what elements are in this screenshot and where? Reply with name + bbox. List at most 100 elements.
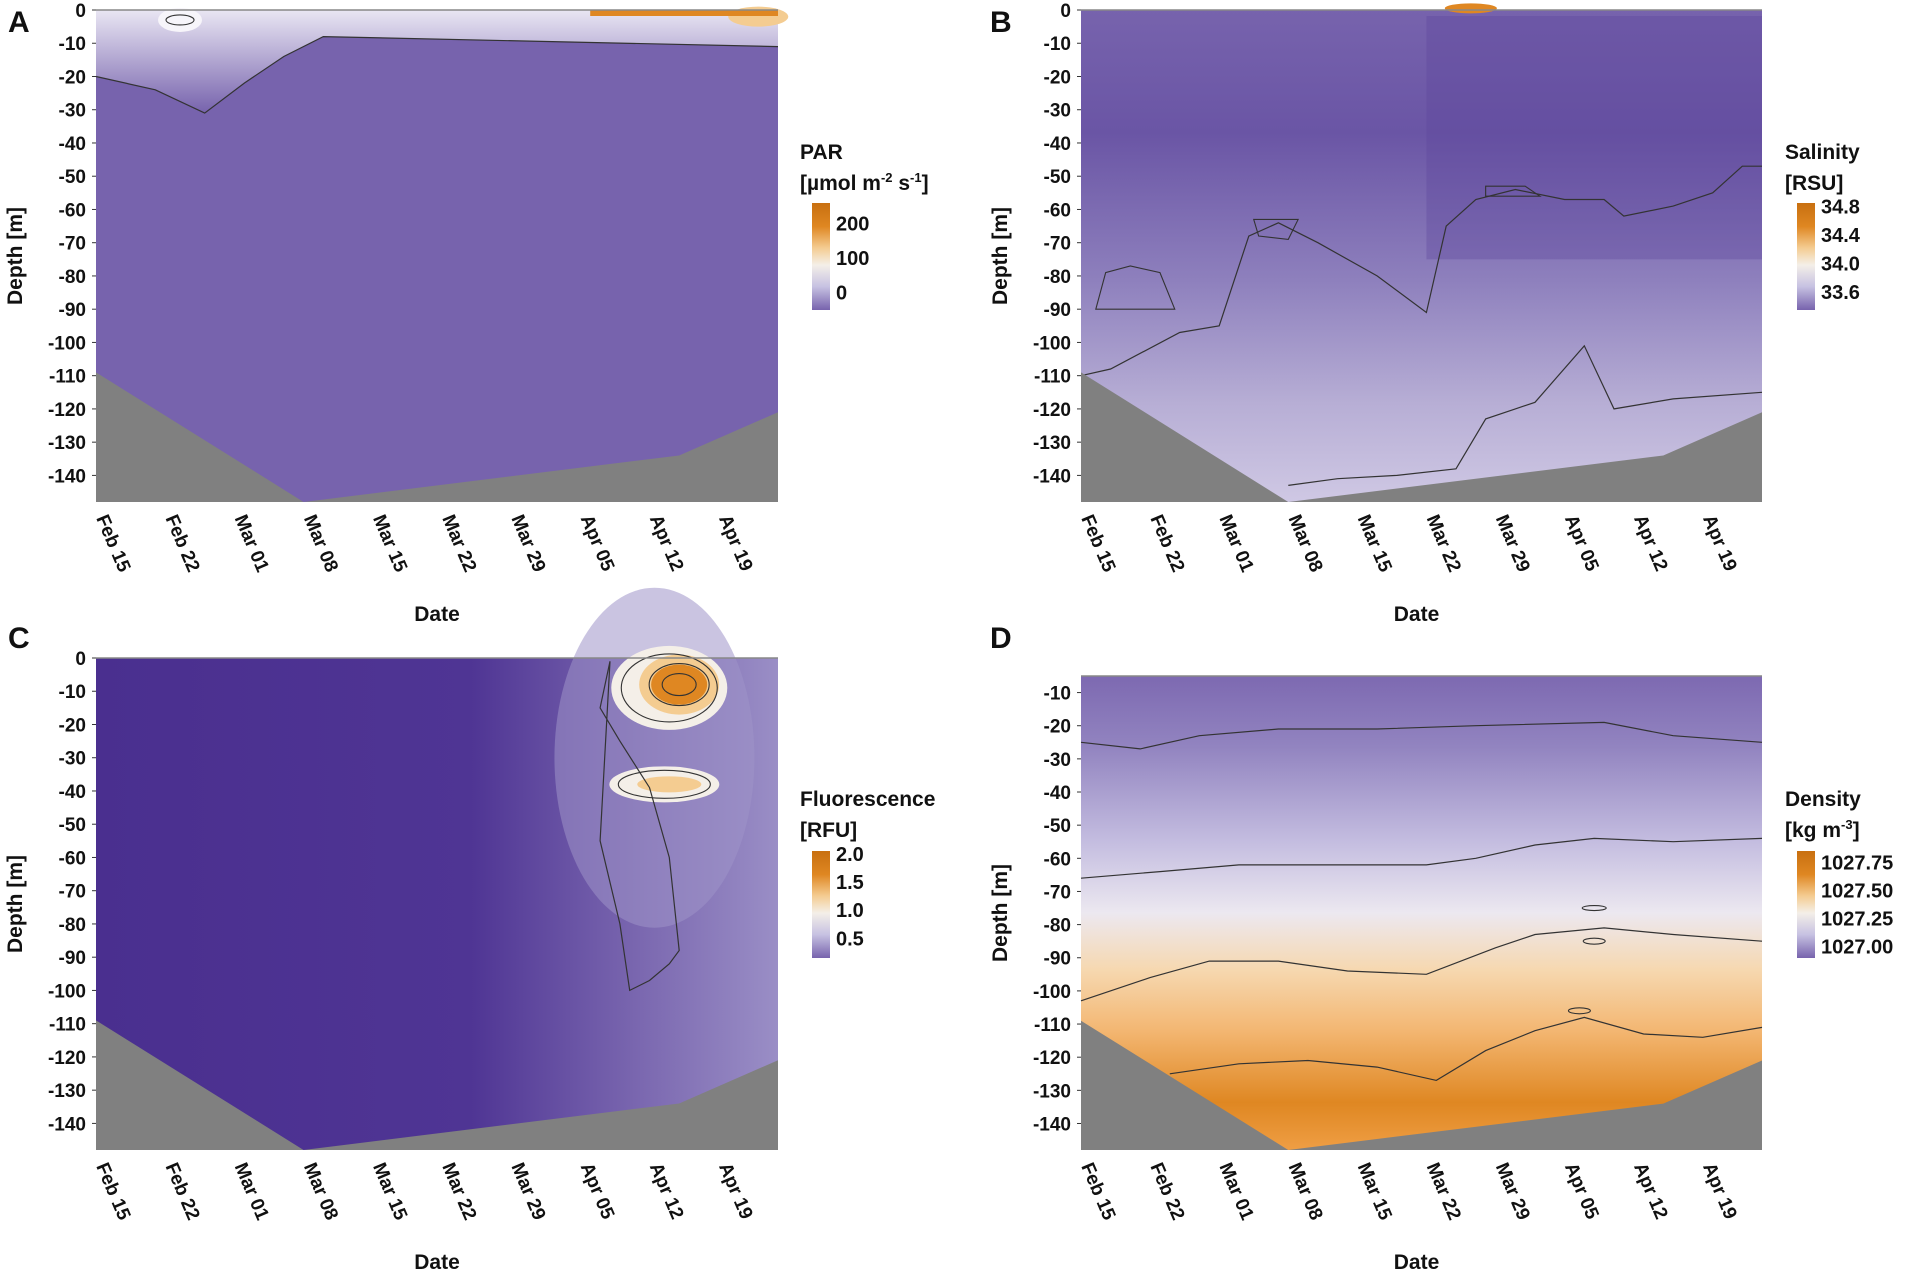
salinity-x-axis-label: Date bbox=[1394, 603, 1440, 626]
y-tick-label: -10 bbox=[59, 682, 86, 703]
x-tick-label: Mar 15 bbox=[1353, 512, 1396, 576]
par-y-axis-label: Depth [m] bbox=[4, 207, 27, 305]
par-colorbar-unit: [µmol m-2 s-1] bbox=[800, 170, 929, 195]
y-tick-label: -50 bbox=[1044, 816, 1071, 837]
y-tick-label: -130 bbox=[48, 1081, 86, 1102]
colorbar-tick-label: 1027.50 bbox=[1821, 880, 1893, 902]
y-tick-label: -60 bbox=[59, 200, 86, 221]
panel-label-a: A bbox=[8, 6, 30, 39]
fluorescence-colorbar-title: Fluorescence bbox=[800, 788, 935, 811]
colorbar-tick-label: 1027.75 bbox=[1821, 852, 1893, 874]
y-tick-label: -100 bbox=[48, 333, 86, 354]
seafloor bbox=[96, 1020, 778, 1150]
y-tick-label: -20 bbox=[1044, 67, 1071, 88]
contour-line-1 bbox=[95, 35, 779, 114]
y-tick-label: -60 bbox=[59, 848, 86, 869]
colorbar-tick-label: 34.0 bbox=[1821, 254, 1860, 276]
density-heatmap bbox=[1080, 675, 1763, 1150]
y-tick-label: -30 bbox=[59, 101, 86, 122]
x-tick-label: Mar 22 bbox=[1422, 512, 1465, 576]
density-colorbar-title: Density bbox=[1785, 788, 1861, 811]
y-tick-label: -110 bbox=[49, 367, 86, 388]
par-x-axis-label: Date bbox=[414, 603, 460, 626]
y-tick-label: 0 bbox=[1060, 1, 1071, 22]
salinity-surface-peak bbox=[1444, 3, 1497, 14]
fluorescence-heatmap bbox=[96, 587, 778, 1150]
y-tick-label: -10 bbox=[59, 34, 86, 55]
colorbar-gradient bbox=[812, 851, 830, 958]
par-surface-light-zone bbox=[96, 10, 778, 114]
x-tick-label: Mar 22 bbox=[437, 1160, 480, 1224]
contour-closed-d2 bbox=[1581, 904, 1607, 912]
x-tick-label: Feb 22 bbox=[161, 512, 204, 576]
panel-a-par: A 0 -10 -20 -30 -40 -50 -60 -70 -80 -90 -100 -110 -1… bbox=[4, 1, 929, 626]
x-tick-label: Mar 15 bbox=[368, 1160, 411, 1224]
density-x-axis-label: Date bbox=[1394, 1251, 1440, 1273]
x-tick-label: Mar 08 bbox=[1284, 1160, 1327, 1224]
y-tick-label: -120 bbox=[1033, 400, 1071, 421]
y-tick-label: -110 bbox=[1034, 367, 1071, 388]
colorbar-tick-label: 33.6 bbox=[1821, 282, 1860, 304]
y-tick-label: -70 bbox=[59, 234, 86, 255]
density-colorbar: Density [kg m-3] 1027.75 1027.50 1027.25 10… bbox=[1785, 788, 1893, 959]
colorbar-tick-label: 34.4 bbox=[1821, 225, 1861, 247]
y-tick-label: -90 bbox=[59, 948, 86, 969]
colorbar-tick-label: 1.0 bbox=[836, 900, 864, 922]
x-tick-label: Feb 22 bbox=[161, 1160, 204, 1224]
x-tick-label: Mar 08 bbox=[1284, 512, 1327, 576]
colorbar-tick-label: 1.5 bbox=[836, 872, 864, 894]
y-tick-label: -80 bbox=[59, 915, 86, 936]
salinity-fresh-layer bbox=[1426, 16, 1762, 260]
colorbar-tick-label: 100 bbox=[836, 248, 869, 270]
fluorescence-colorbar: Fluorescence [RFU] 2.0 1.5 1.0 0.5 bbox=[800, 788, 935, 958]
y-tick-label: -70 bbox=[1044, 882, 1071, 903]
contour-line-1 bbox=[1080, 165, 1762, 377]
contour-line-2 bbox=[1080, 837, 1763, 879]
contour-closed-b2 bbox=[1485, 185, 1542, 197]
x-tick-label: Apr 05 bbox=[1560, 512, 1603, 575]
salinity-y-axis-label: Depth [m] bbox=[989, 207, 1012, 305]
colorbar-tick-label: 34.8 bbox=[1821, 197, 1860, 219]
density-colorbar-unit: [kg m-3] bbox=[1785, 817, 1860, 842]
y-tick-label: -60 bbox=[1044, 200, 1071, 221]
contour-closed-d1 bbox=[1582, 937, 1606, 945]
y-tick-label: -130 bbox=[1033, 433, 1071, 454]
y-tick-label: -30 bbox=[1044, 101, 1071, 122]
x-tick-label: Mar 01 bbox=[230, 1160, 273, 1224]
x-tick-label: Feb 15 bbox=[1076, 1160, 1119, 1224]
y-tick-label: 0 bbox=[75, 649, 86, 670]
contour-subsurface bbox=[617, 769, 711, 799]
y-tick-label: -40 bbox=[59, 134, 86, 155]
contour-line-4 bbox=[1169, 1016, 1763, 1082]
x-tick-label: Mar 29 bbox=[507, 1160, 550, 1224]
x-tick-label: Mar 01 bbox=[1215, 512, 1258, 576]
x-tick-label: Feb 15 bbox=[1076, 512, 1119, 576]
x-tick-label: Apr 19 bbox=[1698, 512, 1740, 575]
fluorescence-y-axis: 0 -10 -20 -30 -40 -50 -60 -70 -80 -90 -100 -110 -120… bbox=[48, 649, 96, 1135]
y-tick-label: -140 bbox=[1033, 1114, 1071, 1135]
y-tick-label: -40 bbox=[1044, 783, 1071, 804]
y-tick-label: -130 bbox=[1033, 1081, 1071, 1102]
x-tick-label: Feb 22 bbox=[1145, 512, 1188, 576]
y-tick-label: -20 bbox=[1044, 717, 1071, 738]
x-tick-label: Mar 15 bbox=[368, 512, 411, 576]
x-tick-label: Mar 29 bbox=[507, 512, 550, 576]
colorbar-tick-label: 200 bbox=[836, 214, 869, 236]
colorbar-tick-label: 2.0 bbox=[836, 844, 864, 866]
par-surface-max-band bbox=[590, 10, 778, 16]
contour-closed-d3 bbox=[1567, 1007, 1591, 1015]
contour-bloom-2 bbox=[648, 663, 710, 707]
colorbar-tick-label: 0.5 bbox=[836, 928, 864, 950]
panel-label-c: C bbox=[8, 622, 30, 655]
y-tick-label: -110 bbox=[1034, 1015, 1071, 1036]
x-tick-label: Feb 22 bbox=[1145, 1160, 1188, 1224]
salinity-heatmap bbox=[1080, 3, 1763, 502]
seafloor bbox=[1081, 1020, 1762, 1150]
panel-label-d: D bbox=[990, 622, 1012, 655]
fluorescence-bloom-halo bbox=[554, 587, 755, 928]
x-tick-label: Apr 12 bbox=[1629, 512, 1671, 575]
salinity-colorbar: Salinity [RSU] 34.8 34.4 34.0 33.6 bbox=[1785, 141, 1861, 310]
y-tick-label: -100 bbox=[48, 981, 86, 1002]
y-tick-label: -70 bbox=[59, 882, 86, 903]
